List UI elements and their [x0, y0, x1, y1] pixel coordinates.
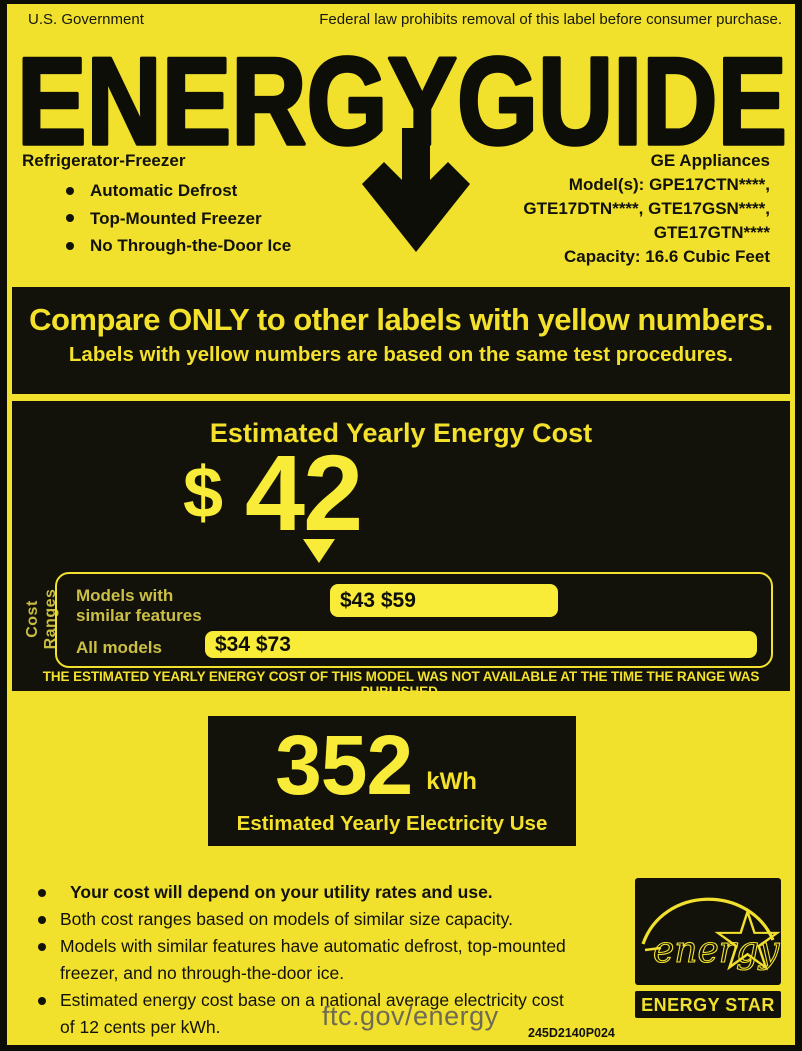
note-item: Models with similar features have automa… — [36, 933, 576, 987]
product-type: Refrigerator-Freezer — [22, 151, 186, 170]
star-icon: ☆ — [709, 891, 781, 991]
feature-list: Automatic Defrost Top-Mounted Freezer No… — [66, 177, 291, 260]
yearly-cost-amount: $ 42 — [183, 432, 363, 553]
electricity-caption: Estimated Yearly Electricity Use — [236, 812, 548, 835]
similar-models-range-text: $43 $59 — [340, 588, 416, 612]
feature-item: Automatic Defrost — [66, 177, 291, 205]
feature-item: No Through-the-Door Ice — [66, 232, 291, 260]
manufacturer-block: GE Appliances Model(s): GPE17CTN****, GT… — [523, 149, 770, 269]
compare-banner: Compare ONLY to other labels with yellow… — [12, 287, 790, 394]
feature-label: Automatic Defrost — [90, 181, 238, 200]
electricity-use-panel: 352 kWh Estimated Yearly Electricity Use — [208, 716, 576, 846]
kwh-value: 352 — [275, 718, 413, 812]
model-line: GTE17GTN**** — [653, 223, 770, 242]
cost-pointer-icon — [303, 539, 335, 563]
bullet-icon — [66, 186, 74, 195]
all-models-range-text: $34 $73 — [215, 632, 291, 656]
range-footnote: THE ESTIMATED YEARLY ENERGY COST OF THIS… — [42, 669, 760, 699]
energyguide-logo: ENERGYGUIDE — [16, 48, 789, 150]
us-government-text: U.S. Government — [28, 11, 144, 28]
model-line: GTE17DTN****, GTE17GSN****, — [523, 199, 770, 218]
note-item: Your cost will depend on your utility ra… — [36, 879, 576, 906]
note-item: Estimated energy cost base on a national… — [36, 987, 576, 1041]
compare-title: Compare ONLY to other labels with yellow… — [29, 302, 773, 337]
cost-value: 42 — [245, 432, 363, 553]
part-number: 245D2140P024 — [528, 1026, 615, 1040]
federal-law-notice: Federal law prohibits removal of this la… — [319, 11, 782, 28]
footnote-list: Your cost will depend on your utility ra… — [36, 879, 576, 1041]
ftc-url: ftc.gov/energy — [322, 1001, 499, 1031]
cost-ranges-axis-label: Cost Ranges — [24, 588, 59, 650]
energy-script-text: energy — [653, 930, 780, 971]
note-item: Both cost ranges based on models of simi… — [36, 906, 576, 933]
cost-ranges-box — [55, 572, 773, 668]
energy-star-label: ENERGY STAR — [641, 995, 775, 1015]
model-line: Model(s): GPE17CTN****, — [568, 175, 770, 194]
electricity-amount: 352 kWh — [192, 718, 560, 812]
feature-item: Top-Mounted Freezer — [66, 205, 291, 233]
feature-label: No Through-the-Door Ice — [90, 236, 292, 255]
down-arrow-icon — [362, 128, 470, 252]
all-models-label: All models — [76, 638, 162, 657]
kwh-unit: kWh — [426, 768, 477, 795]
brand-name: GE Appliances — [650, 151, 770, 170]
feature-label: Top-Mounted Freezer — [90, 208, 262, 228]
compare-subtitle: Labels with yellow numbers are based on … — [68, 343, 734, 366]
energyguide-logo-text: ENERGYGUIDE — [17, 48, 787, 150]
similar-models-label: Models with similar features — [76, 586, 202, 625]
all-models-range-bar: $34 $73 — [205, 631, 757, 658]
yearly-cost-title: Estimated Yearly Energy Cost — [209, 418, 593, 448]
capacity-text: Capacity: 16.6 Cubic Feet — [564, 247, 770, 266]
similar-models-range-bar: $43 $59 — [330, 584, 558, 617]
product-type-block: Refrigerator-Freezer Automatic Defrost T… — [22, 149, 291, 260]
energy-star-logo: energy ☆ ENERGY STAR — [635, 878, 781, 1018]
bullet-icon — [66, 241, 74, 250]
currency-symbol: $ — [183, 453, 224, 533]
bullet-icon — [66, 214, 74, 223]
